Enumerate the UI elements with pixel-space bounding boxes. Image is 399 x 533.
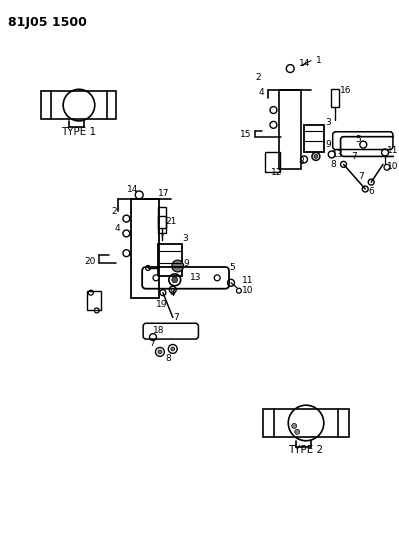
- Text: 81J05 1500: 81J05 1500: [8, 16, 87, 29]
- Text: 13: 13: [332, 150, 343, 159]
- Circle shape: [153, 275, 159, 281]
- Text: 1: 1: [316, 56, 322, 65]
- Text: 8: 8: [298, 157, 304, 166]
- Text: 10: 10: [387, 162, 399, 171]
- Text: 16: 16: [340, 86, 351, 95]
- Text: TYPE 1: TYPE 1: [61, 127, 97, 137]
- Text: 10: 10: [242, 286, 253, 295]
- Text: 18: 18: [153, 326, 164, 335]
- Circle shape: [314, 155, 318, 158]
- Text: 7: 7: [358, 172, 364, 181]
- Text: 7: 7: [352, 152, 357, 161]
- Circle shape: [158, 350, 162, 354]
- Text: 8: 8: [170, 288, 176, 297]
- Circle shape: [214, 275, 220, 281]
- Bar: [279, 90, 301, 169]
- Text: 4: 4: [259, 88, 265, 97]
- Text: 17: 17: [158, 189, 170, 198]
- Bar: [265, 152, 280, 172]
- Text: 11: 11: [242, 276, 253, 285]
- Text: 8: 8: [331, 160, 336, 169]
- Text: 13: 13: [190, 273, 201, 282]
- Text: 7: 7: [173, 313, 178, 322]
- Bar: [304, 125, 324, 152]
- Circle shape: [292, 423, 296, 429]
- Circle shape: [171, 347, 175, 351]
- Text: 19: 19: [156, 300, 168, 309]
- Circle shape: [172, 277, 178, 283]
- Bar: [338, 409, 350, 437]
- Circle shape: [295, 430, 300, 434]
- Bar: [107, 91, 117, 119]
- Bar: [41, 91, 51, 119]
- Bar: [263, 409, 275, 437]
- Bar: [131, 199, 159, 297]
- Text: 20: 20: [84, 256, 96, 265]
- Text: 5: 5: [356, 135, 361, 144]
- Bar: [158, 207, 166, 229]
- Text: 2: 2: [111, 207, 117, 216]
- Bar: [158, 244, 182, 276]
- Text: TYPE 2: TYPE 2: [288, 445, 324, 455]
- Bar: [331, 90, 339, 107]
- Text: 9: 9: [184, 259, 190, 268]
- Text: 15: 15: [240, 130, 252, 139]
- Text: 9: 9: [326, 140, 332, 149]
- Text: 5: 5: [229, 263, 235, 272]
- Text: 12: 12: [271, 168, 282, 177]
- Circle shape: [172, 260, 184, 272]
- Text: 3: 3: [183, 234, 188, 243]
- Text: 8: 8: [165, 354, 171, 364]
- Text: 7: 7: [149, 340, 155, 349]
- Text: 14: 14: [127, 184, 138, 193]
- Bar: [87, 290, 101, 310]
- Text: 6: 6: [368, 188, 374, 197]
- Bar: [158, 216, 166, 233]
- Text: 11: 11: [387, 146, 399, 155]
- Text: 2: 2: [255, 73, 261, 82]
- Text: 14: 14: [299, 59, 310, 68]
- Text: 3: 3: [326, 118, 332, 127]
- Text: 21: 21: [166, 217, 177, 226]
- Text: 4: 4: [115, 224, 120, 233]
